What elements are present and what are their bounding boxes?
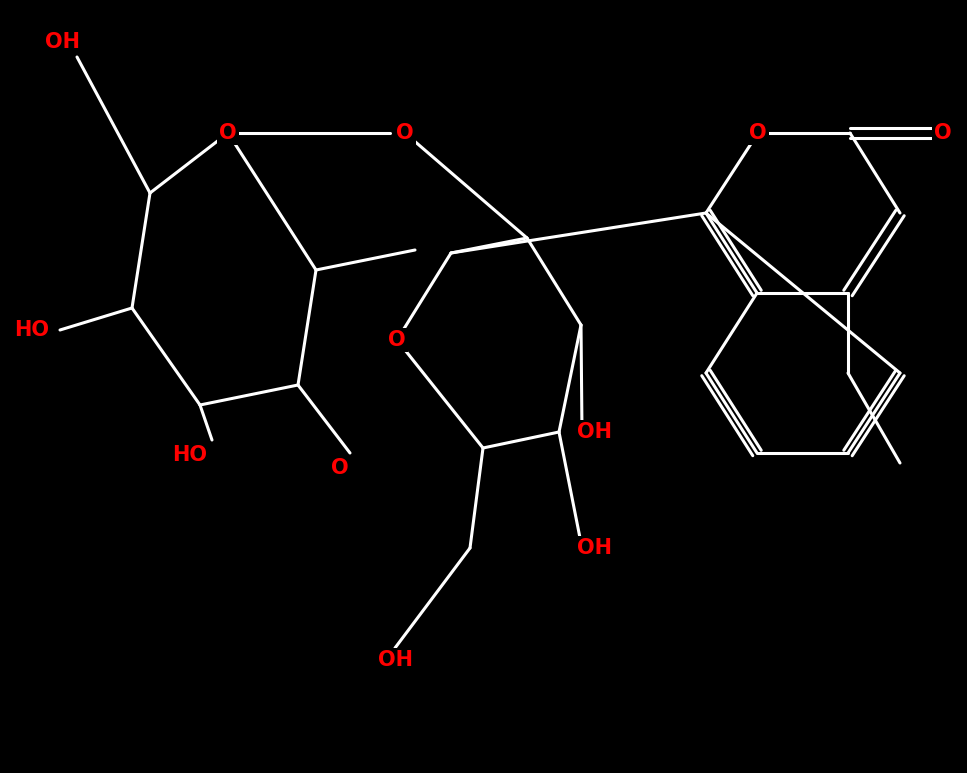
Text: OH: OH <box>44 32 79 52</box>
Text: O: O <box>331 458 349 478</box>
Text: OH: OH <box>576 422 611 442</box>
Text: O: O <box>388 330 406 350</box>
Text: O: O <box>934 123 952 143</box>
Text: HO: HO <box>15 320 49 340</box>
Text: HO: HO <box>172 445 208 465</box>
Text: O: O <box>749 123 767 143</box>
Text: O: O <box>396 123 414 143</box>
Text: O: O <box>220 123 237 143</box>
Text: OH: OH <box>377 650 413 670</box>
Text: OH: OH <box>576 538 611 558</box>
